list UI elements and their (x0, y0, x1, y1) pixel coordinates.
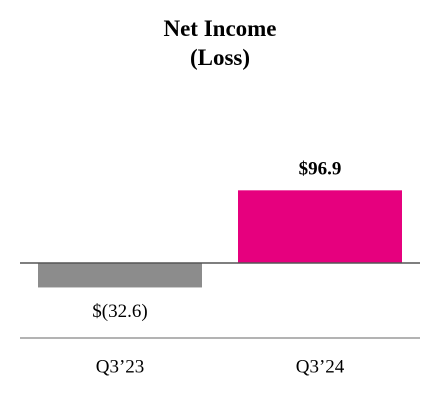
chart-title: Net Income (Loss) (163, 16, 277, 70)
value-label: $(32.6) (92, 301, 147, 322)
value-label: $96.9 (299, 159, 342, 180)
bar (238, 190, 402, 263)
x-tick-label: Q3’24 (296, 356, 345, 377)
x-tick-label: Q3’23 (96, 356, 145, 377)
title-box: Net Income (Loss) (0, 14, 440, 72)
bar (38, 263, 202, 288)
